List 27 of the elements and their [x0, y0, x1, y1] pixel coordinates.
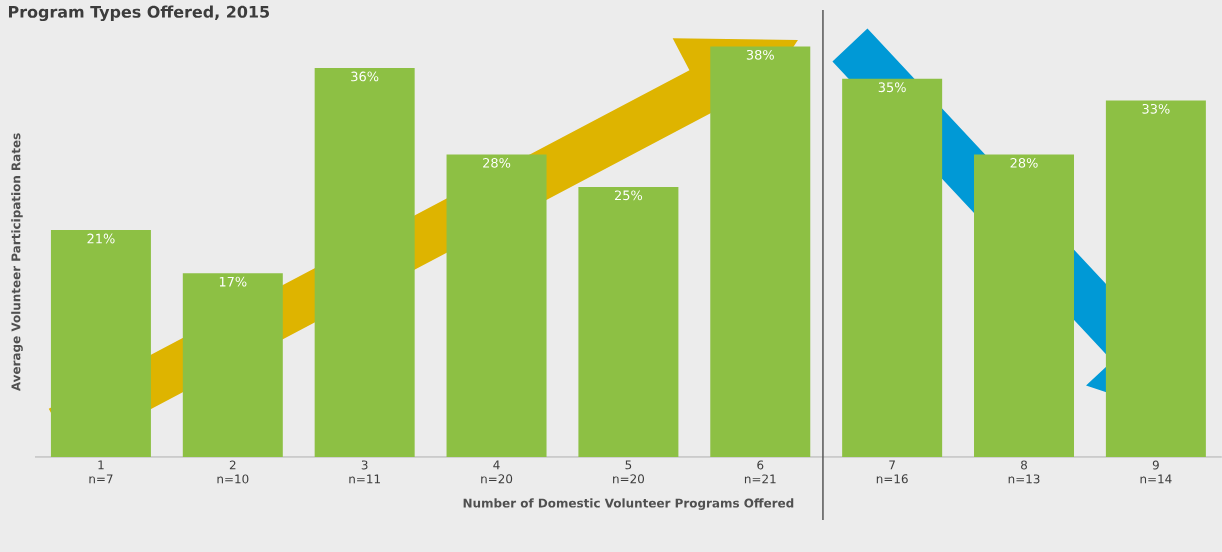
x-tick-label: 8 n=13	[1008, 460, 1040, 484]
chart-title: Program Types Offered, 2015	[8, 5, 270, 22]
x-tick-label: 7 n=16	[876, 460, 908, 484]
data-label: 28%	[1010, 158, 1038, 168]
data-label: 17%	[219, 276, 247, 287]
x-tick-label: 5 n=20	[613, 460, 645, 484]
bar	[710, 46, 811, 457]
bar	[446, 154, 547, 457]
bar	[50, 230, 151, 457]
x-tick-label: 4 n=20	[481, 460, 513, 484]
bar	[314, 68, 415, 457]
y-axis-title: Average Volunteer Participation Rates	[11, 133, 23, 392]
bar	[578, 186, 679, 457]
x-tick-label: 9 n=14	[1140, 460, 1172, 484]
x-tick-label: 1 n=7	[89, 460, 113, 484]
x-tick-label: 6 n=21	[744, 460, 776, 484]
data-label: 25%	[614, 190, 643, 201]
data-label: 21%	[87, 233, 115, 244]
x-axis-title: Number of Domestic Volunteer Programs Offered	[463, 498, 794, 510]
data-label: 36%	[351, 71, 379, 82]
x-tick-label: 3 n=11	[349, 460, 380, 484]
bar	[182, 273, 283, 457]
x-tick-label: 2 n=10	[217, 460, 249, 484]
data-label: 28%	[483, 158, 511, 168]
data-label: 38%	[746, 49, 774, 60]
data-label: 35%	[878, 82, 906, 93]
data-label: 33%	[1142, 103, 1170, 114]
